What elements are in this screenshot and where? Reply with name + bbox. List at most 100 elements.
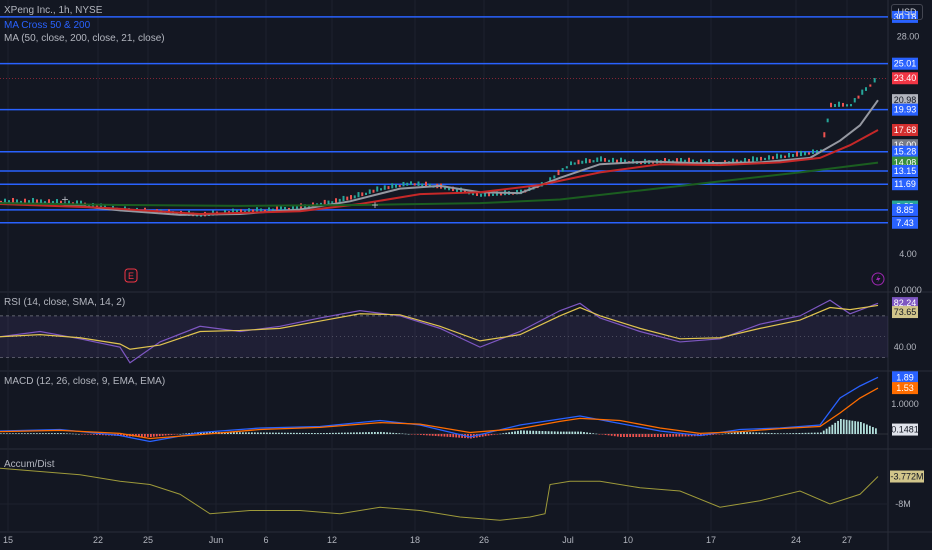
macd-histogram-bar — [275, 432, 277, 434]
horizontal-levels[interactable] — [0, 16, 888, 224]
macd-histogram-bar — [386, 432, 388, 434]
candle — [8, 200, 10, 204]
macd-histogram-bar — [820, 432, 822, 434]
ma-legend[interactable]: MA (50, close, 200, close, 21, close) — [4, 33, 165, 44]
macd-histogram-bar — [740, 431, 742, 434]
macd-histogram-bar — [502, 433, 505, 434]
ma-line-ma_slow — [0, 161, 879, 207]
macd-tag — [892, 382, 918, 395]
macd-histogram-bar — [158, 434, 161, 437]
accum-dist-legend[interactable]: Accum/Dist — [4, 459, 55, 470]
price-panel[interactable]: + + — [0, 78, 879, 217]
macd-histogram-bar — [266, 432, 268, 434]
cross-marker: + — [371, 198, 378, 212]
macd-histogram-bar — [461, 434, 463, 438]
price-axis-label: 0.0000 — [894, 285, 922, 295]
macd-histogram-bar — [851, 420, 854, 434]
macd-histogram-bar — [857, 421, 859, 434]
macd-histogram-bar — [440, 434, 443, 437]
candle — [252, 209, 254, 213]
earnings-icon[interactable]: E — [124, 268, 138, 283]
signal-line — [0, 387, 879, 440]
event-markers[interactable]: E — [124, 268, 885, 286]
macd-histogram-bar — [33, 433, 35, 434]
macd-histogram-bar — [296, 432, 298, 434]
macd-histogram-bar — [326, 432, 328, 434]
price-tag-label: 16.00 — [894, 140, 917, 150]
accum-dist-panel[interactable] — [0, 467, 888, 521]
price-tag-label: 8.85 — [896, 205, 914, 215]
candle — [484, 191, 486, 197]
macd-tag-label: 1.53 — [896, 383, 914, 393]
macd-histogram-bar — [493, 434, 496, 435]
candle — [780, 154, 782, 159]
macd-histogram-bar — [422, 434, 425, 436]
macd-histogram-bar — [344, 432, 346, 434]
symbol-title[interactable]: XPeng Inc., 1h, NYSE — [4, 5, 103, 16]
macd-legend[interactable]: MACD (12, 26, close, 9, EMA, EMA) — [4, 376, 166, 387]
candle — [428, 183, 431, 188]
rsi-panel[interactable] — [0, 299, 888, 364]
macd-histogram-bar — [816, 432, 819, 434]
macd-histogram-bar — [150, 434, 152, 437]
candle — [383, 185, 386, 190]
macd-histogram-bar — [135, 434, 137, 437]
macd-histogram-bar — [332, 432, 334, 434]
macd-histogram-bar — [752, 432, 755, 434]
macd-histogram-bar — [532, 430, 535, 434]
time-axis[interactable]: 15 22 25 Jun 6 12 18 26 Jul 10 17 24 27 — [3, 535, 852, 545]
candle — [380, 188, 382, 191]
candle — [288, 207, 290, 211]
candle — [232, 208, 234, 214]
macd-histogram-bar — [626, 434, 628, 437]
candle — [804, 151, 806, 156]
candle — [284, 207, 286, 211]
macd-histogram-bar — [254, 432, 256, 434]
macd-histogram-bar — [407, 433, 410, 435]
price-tag — [892, 145, 918, 158]
price-axis[interactable]: 28.00 4.00 0.0000 30.18 25.01 23.40 20.9819.93… — [890, 10, 924, 509]
macd-histogram-bar — [51, 433, 53, 434]
macd-histogram-bar — [514, 431, 516, 434]
candle — [688, 157, 690, 163]
ma-cross-legend[interactable]: MA Cross 50 & 200 — [4, 20, 91, 31]
macd-histogram-bar — [632, 434, 635, 437]
candle — [353, 195, 356, 199]
macd-histogram-bar — [616, 434, 619, 437]
candle — [402, 181, 405, 187]
candle — [592, 160, 595, 163]
candle — [624, 159, 626, 164]
macd-histogram-bar — [147, 434, 149, 437]
price-tag-label: 17.68 — [894, 125, 917, 135]
candle — [764, 157, 766, 161]
macd-histogram-bar — [66, 433, 68, 434]
candle — [808, 152, 810, 155]
candle — [32, 197, 34, 204]
price-tag — [892, 72, 918, 85]
rsi-legend[interactable]: RSI (14, close, SMA, 14, 2) — [4, 297, 126, 308]
candle — [869, 84, 872, 87]
candle — [573, 162, 576, 165]
macd-panel[interactable] — [0, 376, 888, 443]
candle — [838, 101, 840, 107]
macd-histogram-bar — [577, 431, 579, 434]
lightning-icon[interactable] — [871, 272, 885, 286]
macd-histogram-bar — [63, 433, 65, 434]
candle — [40, 199, 42, 204]
macd-histogram-bar — [0, 433, 2, 434]
macd-histogram-bar — [236, 432, 238, 434]
candle — [500, 192, 502, 196]
time-axis-label: 6 — [263, 535, 268, 545]
macd-histogram-bar — [675, 434, 678, 437]
macd-histogram-bar — [776, 433, 779, 434]
candle — [842, 102, 844, 107]
macd-histogram-bar — [660, 434, 662, 437]
macd-histogram-bar — [875, 428, 877, 434]
candle — [865, 87, 867, 91]
macd-histogram-bar — [574, 431, 577, 434]
macd-histogram-bar — [560, 431, 562, 434]
currency-button[interactable]: USD — [891, 4, 923, 20]
macd-histogram-bar — [571, 431, 574, 434]
time-axis-label: 12 — [327, 535, 337, 545]
